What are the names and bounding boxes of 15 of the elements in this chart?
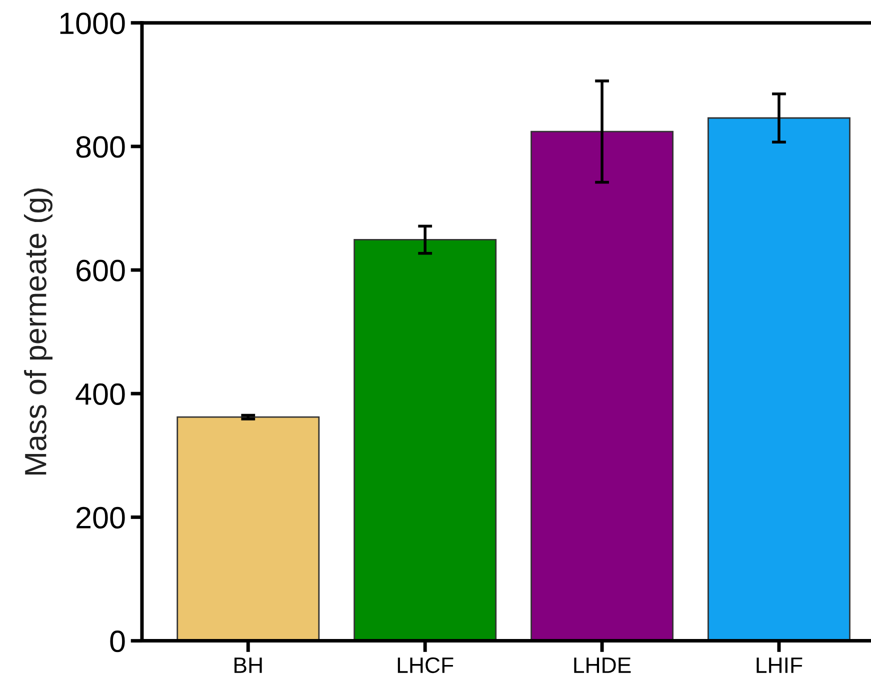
x-tick-label: BH bbox=[234, 658, 262, 673]
y-tick-label: 400 bbox=[76, 383, 125, 405]
y-tick-label: 800 bbox=[76, 136, 125, 158]
bar bbox=[176, 416, 320, 641]
bar bbox=[530, 130, 674, 641]
bar bbox=[708, 117, 850, 641]
y-tick-label: 1000 bbox=[60, 12, 125, 34]
x-tick-label: LHIF bbox=[756, 658, 802, 673]
y-tick-label: 0 bbox=[110, 630, 125, 652]
y-axis-title: Mass of permeate (g) bbox=[24, 188, 52, 474]
x-tick-label: LHDE bbox=[574, 658, 631, 673]
y-tick-label: 200 bbox=[76, 506, 125, 529]
y-tick-label: 600 bbox=[76, 260, 125, 282]
x-tick-label: LHCF bbox=[398, 657, 454, 674]
bar bbox=[354, 239, 497, 641]
